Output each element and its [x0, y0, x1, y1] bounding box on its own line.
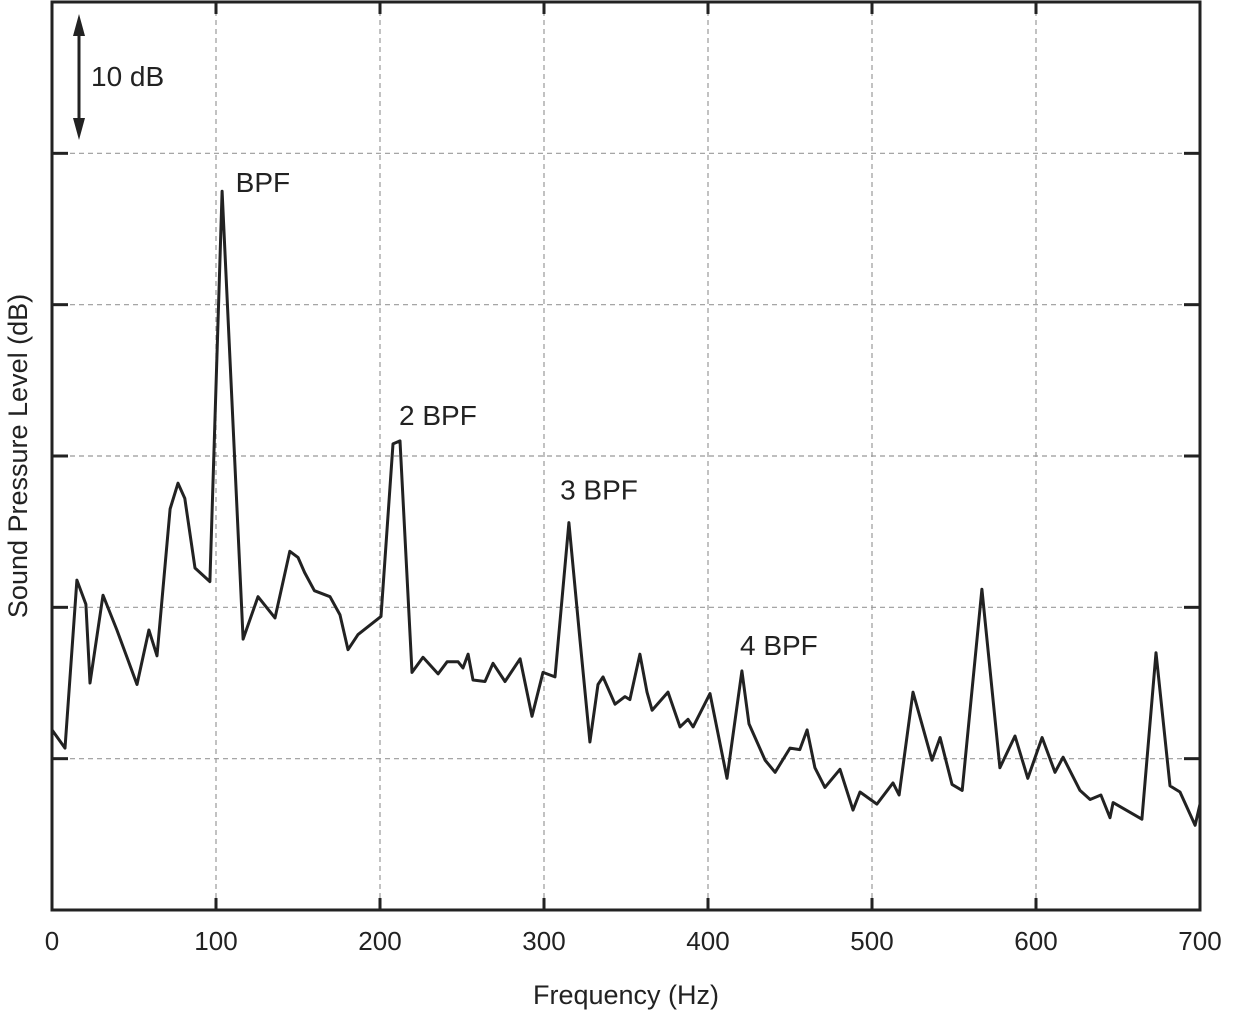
annotations: BPF 2 BPF 3 BPF 4 BPF — [236, 167, 818, 661]
x-tick-label: 700 — [1178, 926, 1221, 956]
x-tick-labels: 0 100 200 300 400 500 600 700 — [45, 926, 1222, 956]
arrow-down-icon — [73, 118, 85, 140]
x-tick-label: 400 — [686, 926, 729, 956]
scale-bar: 10 dB — [73, 14, 164, 140]
grid — [52, 2, 1200, 910]
x-axis-label: Frequency (Hz) — [533, 980, 719, 1010]
x-tick-label: 300 — [522, 926, 565, 956]
arrow-up-icon — [73, 14, 85, 36]
peak-label: 4 BPF — [740, 630, 818, 661]
x-tick-label: 200 — [358, 926, 401, 956]
x-tick-label: 0 — [45, 926, 59, 956]
scale-bar-label: 10 dB — [91, 61, 164, 92]
y-axis-label: Sound Pressure Level (dB) — [3, 294, 33, 618]
x-tick-label: 600 — [1014, 926, 1057, 956]
x-tick-label: 500 — [850, 926, 893, 956]
spectrum-line — [50, 189, 1202, 827]
peak-label: 3 BPF — [560, 474, 638, 505]
peak-label: BPF — [236, 167, 290, 198]
peak-label: 2 BPF — [399, 400, 477, 431]
x-tick-label: 100 — [194, 926, 237, 956]
plot-frame — [50, 0, 1202, 912]
